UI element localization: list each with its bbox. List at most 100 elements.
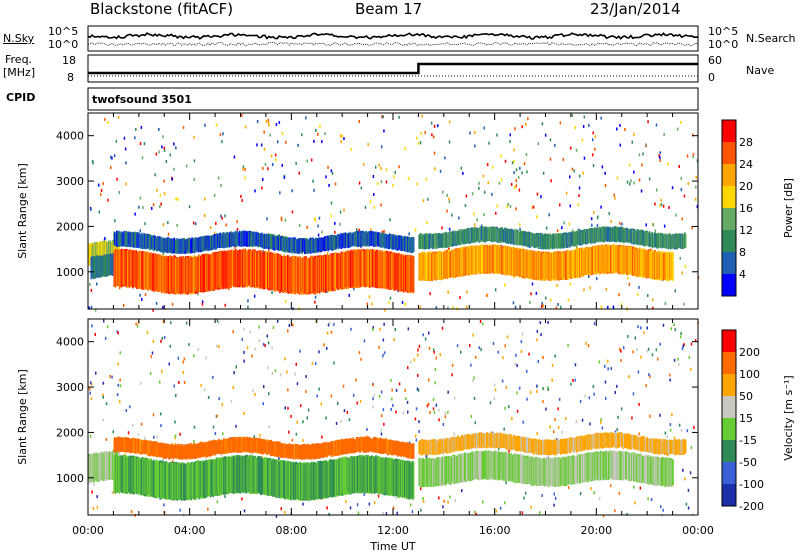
scatter-point [473, 396, 476, 400]
scatter-point [469, 131, 471, 135]
scatter-point [280, 216, 283, 220]
scatter-point [214, 432, 217, 435]
scatter-point [637, 325, 639, 329]
scatter-point [161, 145, 163, 149]
scatter-point [205, 356, 207, 360]
scatter-point [137, 433, 140, 437]
scatter-point [272, 326, 275, 330]
scatter-point [694, 339, 697, 343]
scatter-point [96, 505, 99, 509]
scatter-point [638, 402, 640, 406]
scatter-point [529, 390, 532, 394]
scatter-point [92, 507, 95, 510]
scatter-point [175, 197, 177, 201]
scatter-point [628, 163, 631, 167]
scatter-point [536, 215, 538, 219]
scatter-point [263, 385, 265, 389]
scatter-point [451, 213, 453, 217]
scatter-point [385, 180, 388, 184]
scatter-point [163, 336, 166, 339]
scatter-point [416, 387, 419, 391]
scatter-point [119, 351, 121, 355]
scatter-point [277, 140, 279, 144]
scatter-point [435, 306, 438, 310]
scatter-point [583, 156, 586, 160]
scatter-point [355, 378, 357, 382]
scatter-point [439, 169, 442, 173]
scatter-point [174, 434, 177, 438]
scatter-point [100, 188, 103, 192]
scatter-point [224, 303, 226, 307]
scatter-point [680, 120, 682, 124]
scatter-point [636, 293, 639, 296]
scatter-point [407, 366, 409, 370]
scatter-point [474, 223, 476, 227]
scatter-point [657, 357, 659, 361]
scatter-point [532, 205, 535, 209]
scatter-point [420, 131, 422, 135]
scatter-point [569, 175, 571, 179]
scatter-point [140, 125, 143, 129]
scatter-point [507, 202, 509, 206]
freq-traces [88, 62, 698, 77]
scatter-point [434, 167, 436, 171]
scatter-point [593, 392, 595, 396]
scatter-point [571, 167, 574, 171]
scatter-point [659, 413, 661, 417]
scatter-point [204, 197, 206, 201]
scatter-point [437, 124, 439, 128]
scatter-point [695, 185, 697, 189]
scatter-point [668, 206, 670, 209]
scatter-point [631, 140, 633, 144]
scatter-point [392, 506, 395, 510]
scatter-point [89, 435, 92, 438]
scatter-point [642, 152, 644, 156]
scatter-point [287, 406, 289, 410]
scatter-point [503, 427, 505, 431]
scatter-point [528, 352, 530, 356]
scatter-point [276, 319, 279, 323]
scatter-point [156, 435, 158, 439]
scatter-point [382, 353, 384, 357]
scatter-point [352, 393, 355, 397]
scatter-point [494, 288, 497, 292]
scatter-point [614, 391, 616, 394]
scatter-point [260, 143, 263, 147]
scatter-point [514, 305, 517, 309]
scatter-point [118, 286, 121, 290]
scatter-point [478, 346, 481, 350]
scatter-point [479, 320, 482, 323]
scatter-point [422, 199, 425, 203]
scatter-point [409, 360, 412, 364]
scatter-point [628, 375, 630, 379]
scatter-point [519, 227, 521, 231]
scatter-point [174, 436, 176, 440]
scatter-point [119, 378, 121, 382]
beam-title: Beam 17 [355, 0, 423, 18]
scatter-point [693, 425, 695, 429]
scatter-point [163, 192, 166, 196]
scatter-point [216, 319, 219, 323]
scatter-point [638, 285, 640, 289]
scatter-point [569, 282, 572, 286]
scatter-point [416, 182, 418, 186]
freq-trace [88, 62, 698, 75]
scatter-point [592, 153, 594, 157]
scatter-point [373, 193, 375, 196]
scatter-point [373, 205, 376, 209]
scatter-point [664, 302, 667, 305]
scatter-point [519, 166, 521, 170]
scatter-point [104, 117, 106, 121]
scatter-point [290, 414, 292, 418]
scatter-point [662, 508, 664, 512]
scatter-point [431, 133, 433, 137]
scatter-point [501, 379, 504, 383]
scatter-point [634, 501, 636, 505]
scatter-point [213, 231, 216, 235]
scatter-point [413, 358, 416, 362]
nave-tick-top: 60 [708, 54, 722, 67]
scatter-point [281, 163, 283, 167]
scatter-point [453, 432, 456, 436]
scatter-point [602, 514, 605, 518]
scatter-point [152, 413, 155, 417]
